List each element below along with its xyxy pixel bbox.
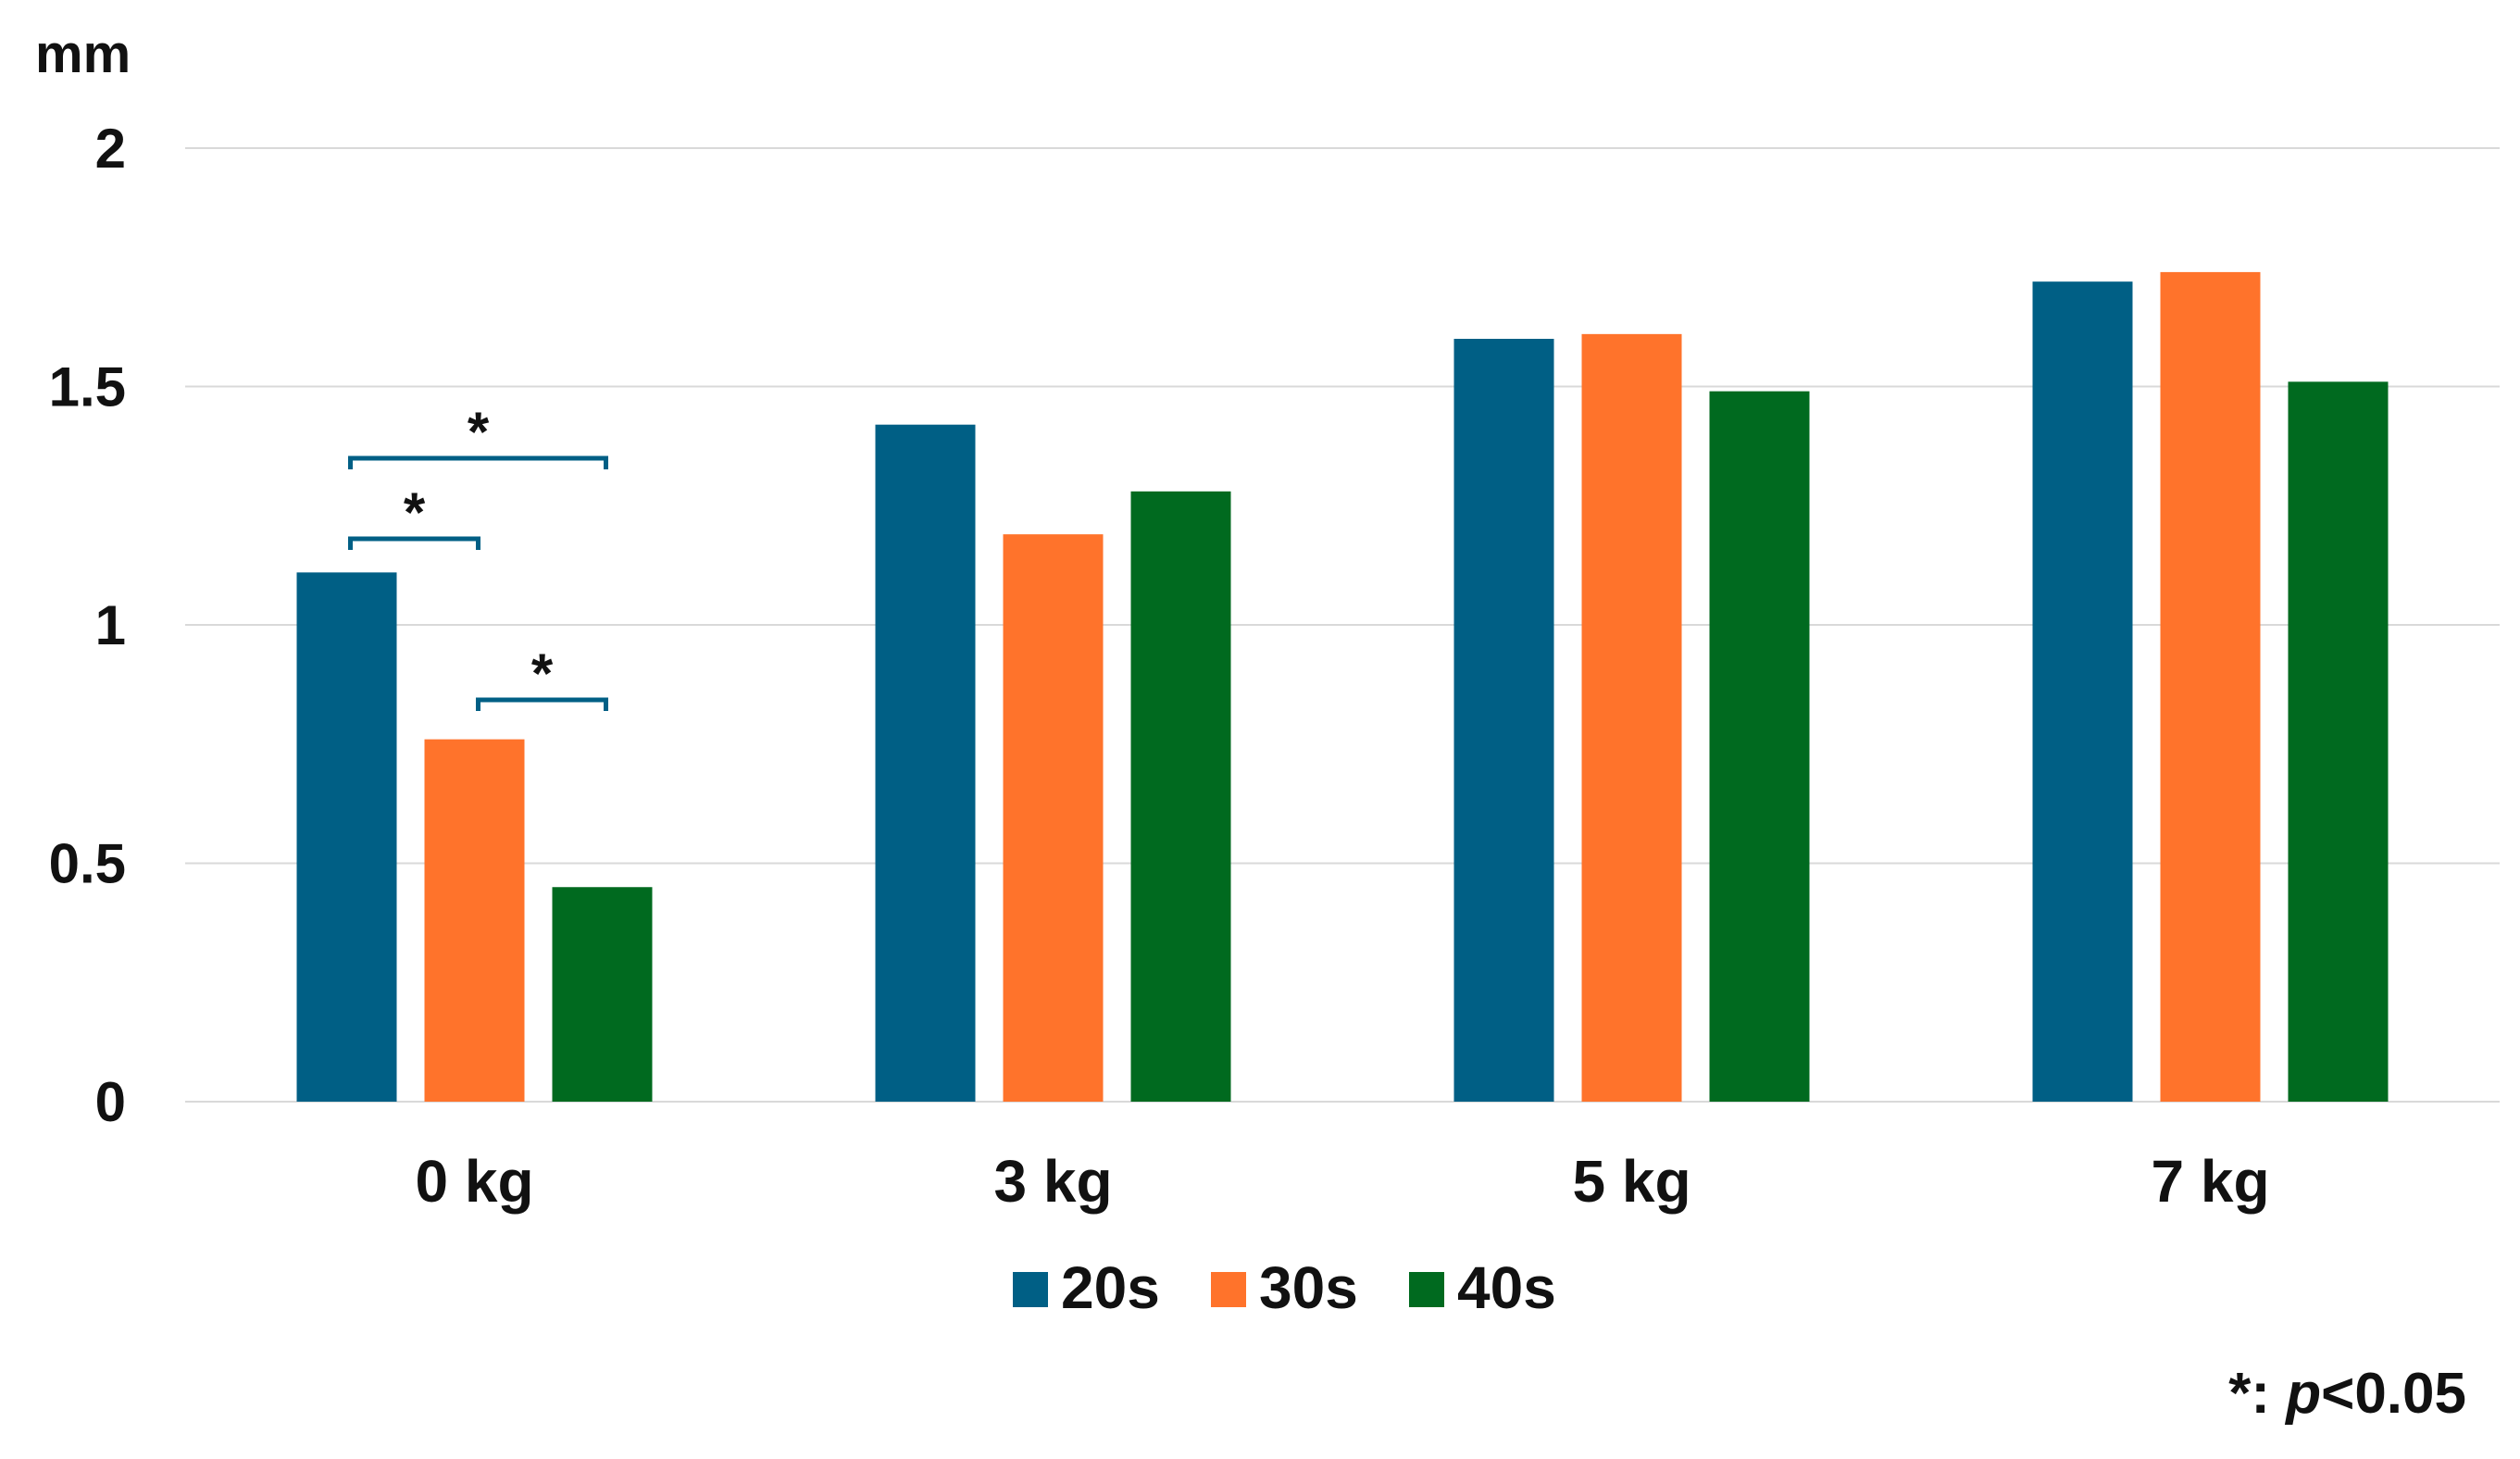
legend-swatch <box>1409 1272 1444 1307</box>
y-tick-label: 0 <box>95 1071 126 1133</box>
footnote-threshold: <0.05 <box>2321 1362 2466 1426</box>
legend-label: 40s <box>1457 1254 1556 1321</box>
legend-swatch <box>1013 1272 1048 1307</box>
bar <box>875 424 976 1102</box>
footnote-variable: p <box>2286 1362 2322 1426</box>
y-axis-unit-label: mm <box>35 24 131 84</box>
significance-bracket <box>348 536 480 550</box>
y-tick-label: 1.5 <box>49 356 126 418</box>
y-tick-label: 1 <box>95 594 126 656</box>
x-tick-label: 3 kg <box>993 1148 1112 1215</box>
footnote-symbol: *: <box>2228 1362 2270 1426</box>
x-tick-label: 7 kg <box>2151 1148 2269 1215</box>
y-tick-label: 0.5 <box>49 833 126 895</box>
significance-bracket <box>348 455 608 469</box>
bar <box>552 887 653 1102</box>
bar <box>1003 534 1104 1102</box>
bar <box>2160 271 2261 1102</box>
gridlines <box>185 147 2500 1103</box>
y-tick-label: 2 <box>95 118 126 180</box>
y-tick-labels: 0 0.5 1 1.5 2 <box>49 118 126 1133</box>
bar <box>296 572 397 1102</box>
legend-label: 20s <box>1061 1254 1160 1321</box>
bar <box>1453 339 1554 1102</box>
bar <box>424 739 525 1102</box>
bar <box>2032 281 2133 1102</box>
significance-star: * <box>468 401 490 463</box>
legend-label: 30s <box>1259 1254 1358 1321</box>
legend: 20s 30s 40s <box>1013 1254 1556 1321</box>
x-tick-labels: 0 kg 3 kg 5 kg 7 kg <box>415 1148 2269 1215</box>
significance-bracket <box>476 697 608 711</box>
x-tick-label: 5 kg <box>1572 1148 1690 1215</box>
legend-swatch <box>1211 1272 1246 1307</box>
bar <box>1130 491 1231 1102</box>
significance-star: * <box>404 481 426 543</box>
bar <box>2288 381 2389 1103</box>
significance-footnote: *: p<0.05 <box>2228 1361 2466 1427</box>
bars <box>296 271 2389 1103</box>
bar <box>1709 391 1810 1102</box>
bar <box>1581 333 1682 1103</box>
significance-star: * <box>531 642 554 705</box>
x-tick-label: 0 kg <box>415 1148 533 1215</box>
significance-brackets: * * * <box>348 401 608 711</box>
